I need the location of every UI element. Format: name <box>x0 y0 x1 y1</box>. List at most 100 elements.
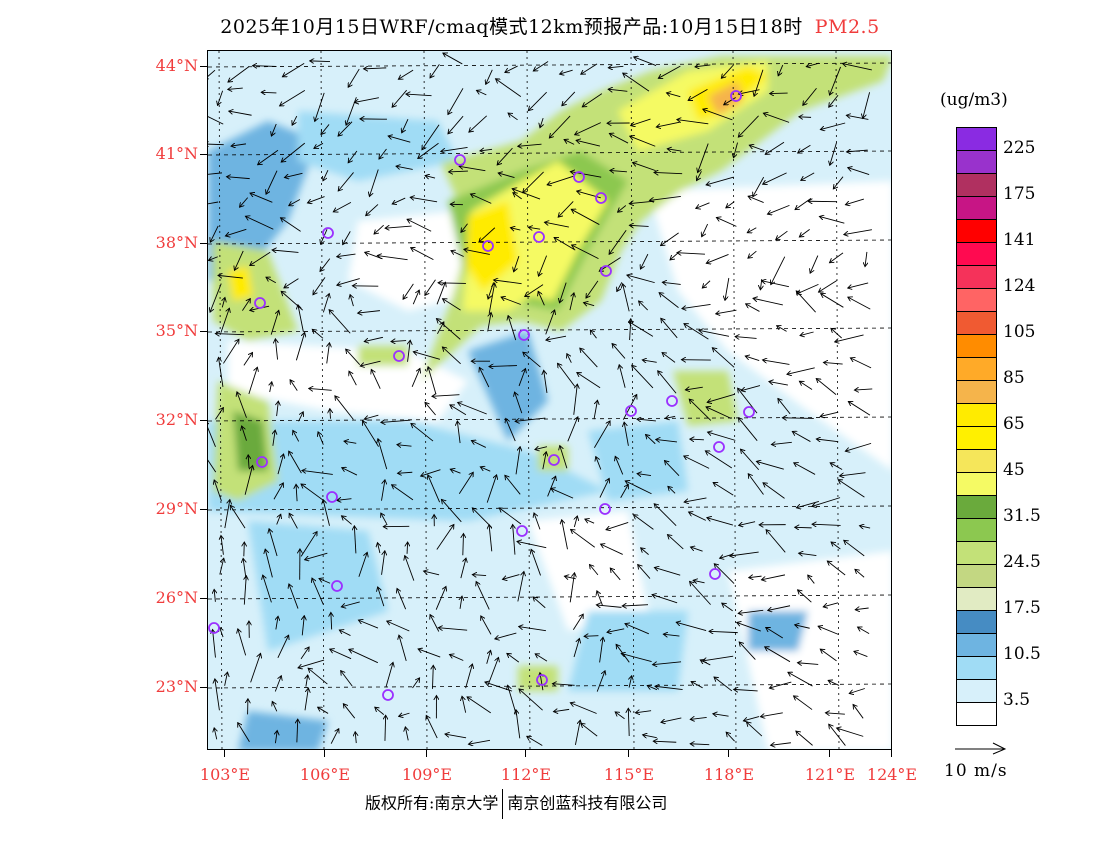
wind-arrow <box>451 251 464 257</box>
wind-arrow <box>501 297 521 305</box>
wind-arrow <box>708 432 736 441</box>
wind-arrow <box>219 357 224 388</box>
wind-arrow <box>476 582 490 610</box>
wind-arrow <box>575 122 601 135</box>
wind-arrow <box>214 480 222 502</box>
legend-swatch <box>957 703 996 725</box>
wind-arrow <box>619 365 626 388</box>
longitude-line <box>423 51 428 749</box>
wind-arrow <box>761 574 786 580</box>
wind-arrow <box>726 201 735 208</box>
wind-arrow <box>581 723 598 737</box>
wind-arrow <box>835 334 864 342</box>
longitude-line <box>320 51 325 749</box>
wind-arrow <box>765 647 791 663</box>
wind-arrow <box>508 316 517 341</box>
legend-swatch <box>957 657 996 680</box>
legend-swatch <box>957 220 996 243</box>
wind-arrow <box>274 676 281 692</box>
wind-arrow <box>734 689 758 691</box>
wind-arrow <box>665 416 676 418</box>
wind-arrow <box>776 230 788 240</box>
wind-arrow <box>486 69 493 85</box>
city-marker <box>713 441 725 453</box>
wind-arrow <box>385 226 412 228</box>
wind-arrow <box>421 469 441 476</box>
wind-arrow <box>609 133 629 144</box>
wind-arrow <box>544 222 569 228</box>
wind-arrow <box>816 439 839 442</box>
legend-swatch <box>957 450 996 473</box>
wind-arrow <box>769 382 788 386</box>
wind-arrow <box>840 472 866 476</box>
wind-arrow <box>767 204 790 214</box>
wind-arrow <box>547 175 575 185</box>
wind-arrow <box>465 664 473 689</box>
wind-arrow <box>238 723 250 742</box>
wind-arrow <box>413 352 440 360</box>
longitude-line <box>630 51 635 749</box>
wind-arrow <box>238 629 247 656</box>
legend-swatch <box>957 266 996 289</box>
legend-swatch <box>957 151 996 174</box>
wind-arrow <box>572 245 599 260</box>
wind-arrow <box>859 526 871 528</box>
wind-arrow <box>322 294 329 313</box>
wind-arrow <box>847 150 868 152</box>
wind-arrow <box>449 171 468 172</box>
wind-arrow <box>272 701 278 712</box>
wind-arrow <box>799 553 817 555</box>
wind-arrow <box>397 445 412 447</box>
wind-arrow <box>746 722 763 737</box>
wind-arrow <box>470 194 492 204</box>
wind-arrow <box>281 142 306 162</box>
wind-arrow <box>806 62 820 66</box>
wind-arrow <box>510 228 521 230</box>
wind-arrow <box>391 341 407 342</box>
wind-arrow <box>218 90 224 106</box>
wind-arrow <box>323 500 330 526</box>
wind-arrow <box>615 456 624 475</box>
wind-arrow <box>292 115 298 125</box>
wind-arrow <box>225 672 228 686</box>
wind-arrow <box>403 283 414 299</box>
wind-arrow <box>467 697 491 714</box>
wind-arrow <box>629 676 632 688</box>
wind-arrow <box>298 659 325 668</box>
wind-arrow <box>659 293 679 308</box>
wind-arrow <box>405 727 408 741</box>
wind-arrow <box>250 251 271 265</box>
wind-arrow <box>410 197 438 203</box>
wind-arrow <box>546 335 567 340</box>
longitude-line <box>218 51 223 749</box>
wind-arrow <box>621 653 652 663</box>
latitude-line <box>208 150 891 156</box>
wind-arrow <box>315 92 325 122</box>
wind-arrow <box>300 532 317 557</box>
wind-arrow <box>559 282 567 303</box>
wind-arrow <box>765 141 785 154</box>
wind-arrow <box>865 251 867 267</box>
wind-arrow <box>653 741 677 742</box>
wind-arrow <box>396 166 413 170</box>
wind-arrow <box>685 387 703 390</box>
wind-arrow <box>562 91 576 106</box>
wind-arrow <box>535 654 548 662</box>
city-marker <box>536 674 548 686</box>
wind-arrow <box>290 380 298 391</box>
wind-arrow <box>818 280 837 293</box>
wind-arrow <box>696 202 710 209</box>
wind-arrow <box>425 279 436 296</box>
wind-arrow <box>637 474 652 476</box>
wind-arrow <box>827 561 846 576</box>
wind-arrow <box>496 79 522 97</box>
wind-arrow <box>350 295 353 307</box>
wind-arrow <box>399 635 407 662</box>
legend-label: 10.5 <box>1003 644 1041 664</box>
wind-arrow <box>276 616 278 630</box>
wind-arrow <box>515 417 546 421</box>
wind-arrow <box>436 282 445 305</box>
wind-arrow <box>623 73 650 92</box>
wind-arrow <box>763 172 787 184</box>
wind-arrow <box>224 500 230 529</box>
